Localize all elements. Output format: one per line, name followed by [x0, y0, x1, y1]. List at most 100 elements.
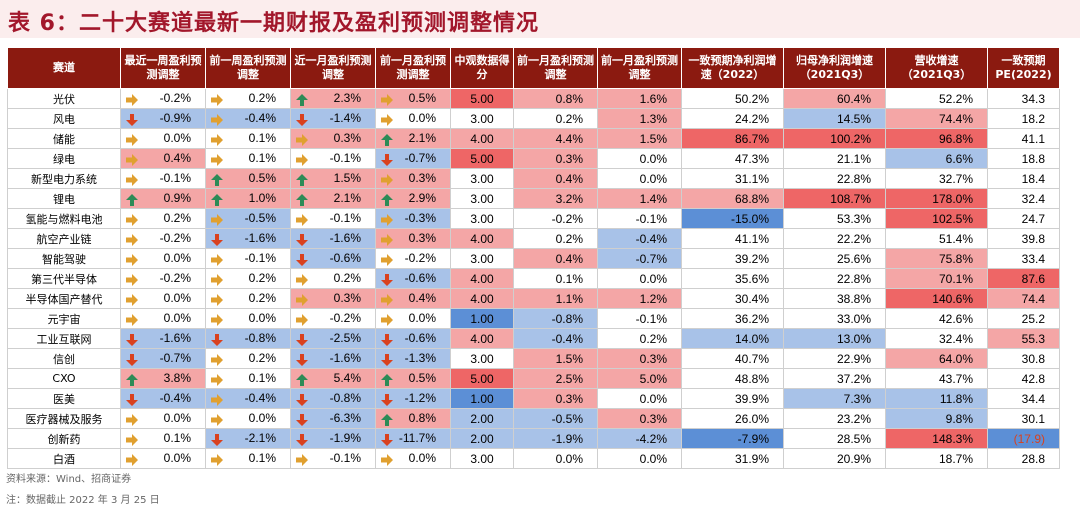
- metric-cell: 33.0%: [783, 308, 886, 329]
- adjustment-cell: 0.1%: [205, 368, 291, 389]
- value-cell: 0.4%: [513, 168, 598, 189]
- metric-cell: 60.4%: [783, 88, 886, 109]
- metric-cell: 32.4%: [885, 328, 988, 349]
- header-cell: 前一周盈利预测调整: [205, 47, 291, 89]
- header-cell: 前一月盈利预测调整: [375, 47, 451, 89]
- value-cell: 0.0%: [513, 448, 598, 469]
- metric-cell: 36.2%: [681, 308, 784, 329]
- metric-cell: 34.4: [987, 388, 1060, 409]
- value-cell: 3.00: [450, 348, 514, 369]
- value-cell: 0.8%: [513, 88, 598, 109]
- metric-cell: 86.7%: [681, 128, 784, 149]
- header-cell: 归母净利润增速（2021Q3）: [783, 47, 886, 89]
- arrow-up-icon: [211, 173, 223, 186]
- header-cell: 一致预期净利润增速（2022）: [681, 47, 784, 89]
- metric-cell: 39.8: [987, 228, 1060, 249]
- table-row: 医疗器械及服务 0.0% 0.0% -6.3% 0.8% 2.00 -0.5% 0.3% 26.…: [7, 408, 1060, 429]
- arrow-flat-icon: [296, 153, 308, 166]
- arrow-flat-icon: [211, 253, 223, 266]
- value-cell: 0.2%: [597, 328, 682, 349]
- table-row: 工业互联网 -1.6% -0.8% -2.5% -0.6% 4.00 -0.4% 0.2% 14…: [7, 328, 1060, 349]
- adjustment-cell: -0.4%: [205, 108, 291, 129]
- metric-cell: 102.5%: [885, 208, 988, 229]
- source-note: 资料来源：Wind、招商证券: [6, 474, 132, 485]
- adjustment-cell: 0.3%: [375, 168, 451, 189]
- metric-cell: 28.8: [987, 448, 1060, 469]
- adjustment-cell: 5.4%: [290, 368, 376, 389]
- arrow-up-icon: [296, 173, 308, 186]
- metric-cell: 22.8%: [783, 268, 886, 289]
- value-cell: 3.00: [450, 448, 514, 469]
- metric-cell: 51.4%: [885, 228, 988, 249]
- metric-cell: 24.7: [987, 208, 1060, 229]
- adjustment-cell: -0.8%: [205, 328, 291, 349]
- adjustment-cell: 0.5%: [375, 368, 451, 389]
- metric-cell: 25.2: [987, 308, 1060, 329]
- value-cell: 0.4%: [513, 248, 598, 269]
- value-cell: 1.3%: [597, 108, 682, 129]
- adjustment-cell: -1.2%: [375, 388, 451, 409]
- arrow-down-icon: [126, 393, 138, 406]
- arrow-flat-icon: [126, 153, 138, 166]
- adjustment-cell: 0.2%: [205, 88, 291, 109]
- adjustment-cell: 0.2%: [290, 268, 376, 289]
- table-row: 风电 -0.9% -0.4% -1.4% 0.0% 3.00 0.2% 1.3% 24.2% 14…: [7, 108, 1060, 129]
- value-cell: 2.00: [450, 408, 514, 429]
- arrow-flat-icon: [126, 233, 138, 246]
- adjustment-cell: -0.7%: [375, 148, 451, 169]
- value-cell: 4.00: [450, 268, 514, 289]
- arrow-down-icon: [296, 413, 308, 426]
- adjustment-cell: 0.3%: [290, 288, 376, 309]
- adjustment-cell: 0.0%: [375, 448, 451, 469]
- metric-cell: 38.8%: [783, 288, 886, 309]
- value-cell: 3.00: [450, 208, 514, 229]
- track-name: 智能驾驶: [7, 248, 121, 269]
- table-row: 医美 -0.4% -0.4% -0.8% -1.2% 1.00 0.3% 0.0% 39.9% 7…: [7, 388, 1060, 409]
- adjustment-cell: -1.4%: [290, 108, 376, 129]
- arrow-flat-icon: [126, 433, 138, 446]
- adjustment-cell: -0.6%: [375, 328, 451, 349]
- value-cell: -0.4%: [513, 328, 598, 349]
- adjustment-cell: 0.0%: [375, 108, 451, 129]
- arrow-down-icon: [381, 153, 393, 166]
- adjustment-cell: 0.1%: [205, 448, 291, 469]
- track-name: 储能: [7, 128, 121, 149]
- value-cell: 3.00: [450, 188, 514, 209]
- metric-cell: 41.1%: [681, 228, 784, 249]
- arrow-flat-icon: [211, 353, 223, 366]
- arrow-down-icon: [296, 113, 308, 126]
- table-row: 元宇宙 0.0% 0.0% -0.2% 0.0% 1.00 -0.8% -0.1% 36.2% 3…: [7, 308, 1060, 329]
- value-cell: 0.1%: [513, 268, 598, 289]
- arrow-flat-icon: [296, 293, 308, 306]
- metric-cell: 32.4: [987, 188, 1060, 209]
- arrow-flat-icon: [381, 293, 393, 306]
- metric-cell: 35.6%: [681, 268, 784, 289]
- adjustment-cell: -0.6%: [375, 268, 451, 289]
- metric-cell: 100.2%: [783, 128, 886, 149]
- arrow-flat-icon: [211, 413, 223, 426]
- value-cell: 0.2%: [513, 228, 598, 249]
- adjustment-cell: -1.6%: [290, 228, 376, 249]
- adjustment-cell: -0.2%: [290, 308, 376, 329]
- adjustment-cell: 2.9%: [375, 188, 451, 209]
- track-name: 光伏: [7, 88, 121, 109]
- arrow-flat-icon: [126, 213, 138, 226]
- metric-cell: 28.5%: [783, 428, 886, 449]
- table-row: 新型电力系统 -0.1% 0.5% 1.5% 0.3% 3.00 0.4% 0.0% 31.1%…: [7, 168, 1060, 189]
- adjustment-cell: 2.1%: [290, 188, 376, 209]
- value-cell: 0.3%: [513, 148, 598, 169]
- adjustment-cell: 1.0%: [205, 188, 291, 209]
- track-name: 航空产业链: [7, 228, 121, 249]
- value-cell: 5.0%: [597, 368, 682, 389]
- metric-cell: 31.1%: [681, 168, 784, 189]
- value-cell: 1.00: [450, 388, 514, 409]
- arrow-flat-icon: [211, 213, 223, 226]
- arrow-flat-icon: [381, 113, 393, 126]
- adjustment-cell: 0.0%: [205, 308, 291, 329]
- value-cell: 1.5%: [597, 128, 682, 149]
- arrow-down-icon: [126, 333, 138, 346]
- track-name: 新型电力系统: [7, 168, 121, 189]
- value-cell: 1.4%: [597, 188, 682, 209]
- adjustment-cell: -0.4%: [205, 388, 291, 409]
- metric-cell: 87.6: [987, 268, 1060, 289]
